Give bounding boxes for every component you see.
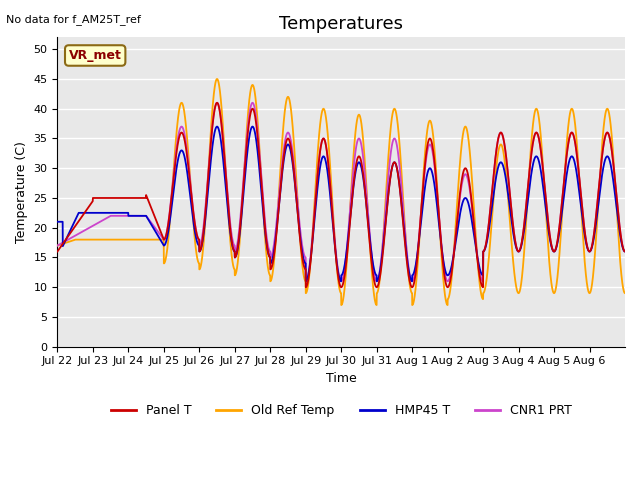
Title: Temperatures: Temperatures <box>279 15 403 33</box>
Text: No data for f_AM25T_ref: No data for f_AM25T_ref <box>6 14 141 25</box>
Y-axis label: Temperature (C): Temperature (C) <box>15 141 28 243</box>
X-axis label: Time: Time <box>326 372 356 385</box>
Legend: Panel T, Old Ref Temp, HMP45 T, CNR1 PRT: Panel T, Old Ref Temp, HMP45 T, CNR1 PRT <box>106 399 577 422</box>
Text: VR_met: VR_met <box>68 49 122 62</box>
